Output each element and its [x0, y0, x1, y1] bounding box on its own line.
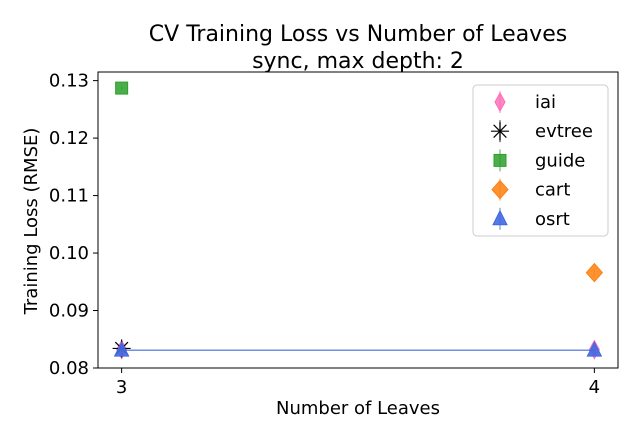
legend-item-osrt: osrt — [492, 207, 570, 230]
data-point-guide — [115, 81, 129, 95]
plot-area — [112, 81, 604, 360]
axes-frame — [97, 71, 619, 369]
legend-box — [472, 84, 609, 237]
square-icon — [493, 153, 507, 167]
series-guide — [115, 81, 129, 95]
star-stroke — [493, 124, 507, 138]
y-tick-label: 0.13 — [49, 71, 89, 92]
data-point-cart — [585, 262, 604, 283]
x-tick-label: 3 — [116, 377, 127, 398]
legend-item-iai: iai — [494, 91, 556, 113]
chart-title: CV Training Loss vs Number of Leaves — [149, 22, 567, 47]
diamond-icon — [491, 179, 509, 200]
y-tick-label: 0.11 — [49, 186, 89, 207]
data-point-osrt — [113, 341, 130, 357]
legend-item-guide: guide — [493, 149, 585, 172]
y-tick-label: 0.12 — [49, 128, 89, 149]
legend-item-evtree: evtree — [491, 120, 593, 143]
y-tick-label: 0.10 — [49, 243, 89, 264]
chart-subtitle: sync, max depth: 2 — [252, 49, 464, 74]
triangle-icon — [492, 209, 508, 226]
legend-label: osrt — [535, 209, 570, 230]
legend-item-cart: cart — [491, 178, 570, 201]
legend: iai evtree guide cart osrt — [472, 84, 609, 237]
series-cart — [585, 262, 604, 283]
y-tick-label: 0.08 — [49, 358, 89, 379]
legend-label: cart — [535, 180, 570, 201]
x-axis-label: Number of Leaves — [276, 398, 440, 419]
y-axis: 0.08 0.09 0.10 0.11 0.12 0.13 — [49, 71, 98, 379]
thin-diamond-icon — [494, 91, 506, 113]
legend-label: iai — [535, 92, 556, 113]
y-tick-label: 0.09 — [49, 301, 89, 322]
data-point-osrt — [586, 341, 603, 357]
legend-label: evtree — [535, 121, 593, 142]
asterisk-icon — [491, 122, 509, 141]
x-tick-label: 4 — [589, 377, 600, 398]
legend-label: guide — [535, 150, 585, 171]
y-axis-label: Training Loss (RMSE) — [21, 128, 42, 316]
series-osrt — [113, 341, 603, 357]
